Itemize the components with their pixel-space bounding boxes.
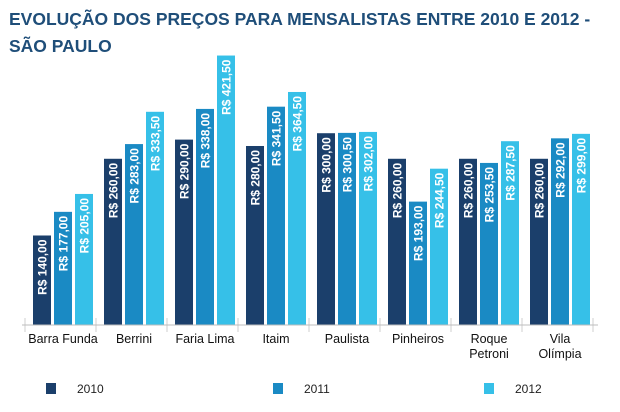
legend-label-2010: 2010 <box>77 382 104 396</box>
bar-label-2010-1: R$ 260,00 <box>107 162 121 218</box>
legend-label-2011: 2011 <box>304 382 330 396</box>
bar-label-2012-3: R$ 364,50 <box>291 96 305 152</box>
bar-2012-6 <box>501 141 519 325</box>
bar-label-2011-4: R$ 300,50 <box>341 137 355 193</box>
bar-2012-2 <box>217 55 235 326</box>
bar-2010-5 <box>388 158 406 325</box>
bar-2010-4 <box>317 133 335 325</box>
bar-label-2011-5: R$ 193,00 <box>412 205 426 261</box>
chart-title-line2: SÃO PAULO <box>9 36 112 56</box>
bar-label-2011-1: R$ 283,00 <box>128 148 142 204</box>
bar-label-2010-3: R$ 280,00 <box>249 150 263 206</box>
bar-2011-3 <box>267 106 285 325</box>
category-label-1-0: Berrini <box>116 332 152 346</box>
bar-label-2011-2: R$ 338,00 <box>199 113 213 169</box>
bar-label-2011-0: R$ 177,00 <box>57 216 71 272</box>
category-label-0-0: Barra Funda <box>28 332 98 346</box>
bar-label-2010-4: R$ 300,00 <box>320 137 334 193</box>
bar-2010-1 <box>104 158 122 325</box>
bar-2011-0 <box>54 211 72 325</box>
legend-label-2012: 2012 <box>515 382 542 396</box>
legend-swatch-2012 <box>484 383 494 394</box>
bar-label-2011-3: R$ 341,50 <box>270 110 284 166</box>
legend-swatch-2011 <box>273 383 283 394</box>
category-label-7-1: Olímpia <box>538 347 581 361</box>
chart-title: EVOLUÇÃO DOS PREÇOS PARA MENSALISTAS ENT… <box>9 6 609 60</box>
bar-2011-2 <box>196 108 214 326</box>
category-label-7-0: Vila <box>550 332 571 346</box>
bar-2012-0 <box>75 193 93 325</box>
chart-title-line1: EVOLUÇÃO DOS PREÇOS PARA MENSALISTAS ENT… <box>9 9 591 29</box>
bar-2011-7 <box>551 138 569 325</box>
bar-label-2012-6: R$ 287,50 <box>504 145 518 201</box>
bar-label-2010-6: R$ 260,00 <box>462 162 476 218</box>
bar-label-2012-7: R$ 299,00 <box>575 138 589 194</box>
bar-2012-7 <box>572 133 590 325</box>
bar-2010-6 <box>459 158 477 325</box>
category-label-2-0: Faria Lima <box>175 332 234 346</box>
bar-2011-1 <box>125 144 143 325</box>
bar-2011-4 <box>338 132 356 325</box>
bar-2011-5 <box>409 201 427 325</box>
bar-2010-7 <box>530 158 548 325</box>
bar-label-2011-6: R$ 253,50 <box>483 167 497 223</box>
bar-2012-5 <box>430 168 448 325</box>
category-label-3-0: Itaim <box>262 332 289 346</box>
bar-2012-3 <box>288 91 306 325</box>
bar-label-2012-5: R$ 244,50 <box>433 172 447 228</box>
bar-2011-6 <box>480 162 498 325</box>
bar-label-2011-7: R$ 292,00 <box>554 142 568 198</box>
bar-label-2010-5: R$ 260,00 <box>391 162 405 218</box>
bar-label-2012-0: R$ 205,00 <box>78 198 92 254</box>
bar-2012-1 <box>146 111 164 325</box>
bar-2010-3 <box>246 145 264 325</box>
category-label-6-1: Petroni <box>469 347 509 361</box>
bar-label-2012-4: R$ 302,00 <box>362 136 376 192</box>
bar-label-2010-2: R$ 290,00 <box>178 143 192 199</box>
category-label-5-0: Pinheiros <box>392 332 444 346</box>
bar-label-2012-2: R$ 421,50 <box>220 59 234 115</box>
category-label-6-0: Roque <box>471 332 508 346</box>
bar-2012-4 <box>359 131 377 325</box>
bar-2010-2 <box>175 139 193 325</box>
legend-swatch-2010 <box>46 383 56 394</box>
bar-label-2010-7: R$ 260,00 <box>533 162 547 218</box>
bar-label-2010-0: R$ 140,00 <box>36 239 50 295</box>
bar-2010-0 <box>33 235 51 325</box>
category-label-4-0: Paulista <box>325 332 370 346</box>
bar-label-2012-1: R$ 333,50 <box>149 115 163 171</box>
